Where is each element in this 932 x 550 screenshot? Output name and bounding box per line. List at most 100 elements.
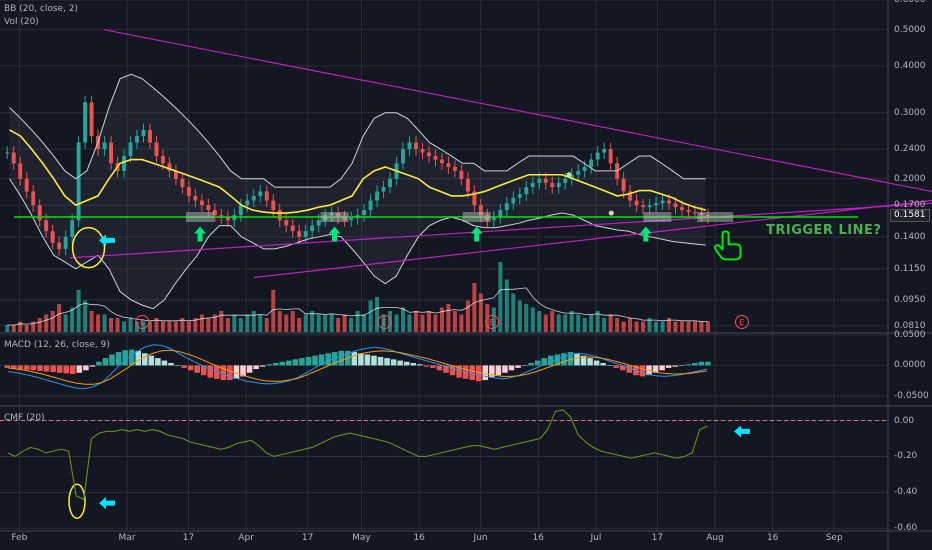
macd-histogram-bar [233, 365, 240, 379]
volume-bar [31, 321, 36, 332]
candle-body [407, 142, 412, 150]
macd-indicator-label[interactable]: MACD (12, 26, close, 9) [4, 340, 110, 350]
volume-bar [524, 304, 529, 332]
macd-histogram-bar [56, 365, 63, 373]
macd-histogram-bar [410, 363, 417, 366]
signal-line [8, 349, 708, 385]
volume-bar [63, 314, 68, 332]
bollinger-band-area [9, 74, 706, 309]
volume-bar [329, 314, 334, 332]
candle-body [57, 242, 62, 249]
candle-body [537, 178, 542, 183]
volume-bar [543, 314, 548, 332]
macd-histogram-bar [11, 365, 17, 369]
y-axis-tick-label: -0.20 [894, 451, 918, 462]
candle-body [238, 205, 243, 216]
macd-histogram-bar [142, 353, 148, 366]
x-axis-tick-label: Jul [590, 533, 602, 543]
macd-histogram-bar [482, 365, 489, 381]
breakout-box [697, 212, 734, 223]
candle-body [362, 210, 367, 216]
volume-bar [206, 318, 211, 332]
cmf-line [7, 409, 708, 501]
volume-bar [238, 318, 243, 332]
candle-body [472, 191, 477, 206]
macd-histogram-bar [587, 358, 593, 366]
macd-histogram-bar [521, 365, 528, 366]
candle-body [11, 152, 16, 164]
earnings-marker-label: E [739, 318, 744, 327]
candle-body [680, 207, 684, 211]
x-axis-tick-label: Mar [118, 533, 136, 543]
volume-bar [576, 314, 581, 332]
macd-histogram-bar [109, 354, 115, 366]
x-axis-tick-label: 16 [413, 533, 425, 543]
triangle-lower-line [69, 202, 932, 259]
candle-body [349, 218, 354, 221]
candle-body [388, 178, 392, 188]
macd-histogram-bar [246, 365, 253, 373]
macd-histogram-bar [4, 365, 11, 368]
volume-bar [180, 318, 185, 332]
volume-bar [277, 311, 282, 332]
candle-body [446, 163, 451, 168]
highlight-ellipse [71, 226, 106, 269]
macd-histogram-bar [639, 365, 646, 377]
volume-bar [167, 321, 172, 332]
macd-histogram-bar [685, 364, 692, 366]
macd-histogram-bar [266, 364, 272, 366]
x-axis-tick-label: 16 [766, 533, 779, 543]
volume-bar [362, 314, 367, 332]
macd-histogram-bar [397, 360, 403, 366]
volume-bar [615, 318, 620, 332]
macd-histogram-bar [705, 361, 711, 366]
support-line [253, 199, 932, 279]
volume-bar [602, 318, 607, 332]
candle-body [148, 129, 152, 143]
volume-bar [336, 318, 341, 332]
macd-histogram-bar [76, 365, 83, 373]
volume-bar [680, 321, 685, 332]
macd-histogram-bar [515, 365, 521, 368]
candle-body [89, 102, 94, 137]
volume-bar [212, 314, 217, 332]
macd-histogram-bar [430, 365, 436, 368]
macd-histogram-bar [89, 365, 96, 367]
volume-bar [388, 311, 393, 332]
candle-body [530, 182, 535, 188]
macd-histogram-bar [436, 365, 443, 371]
candle-body [686, 210, 691, 213]
macd-histogram-bar [652, 365, 659, 373]
volume-bar [102, 314, 107, 332]
cmf-indicator-label[interactable]: CMF (20) [4, 413, 45, 423]
x-axis-tick-label: Sep [825, 533, 843, 543]
volume-indicator-label[interactable]: Vol (20) [4, 17, 39, 27]
macd-histogram-bar [528, 363, 534, 366]
volume-bar [375, 297, 380, 332]
candle-body [154, 142, 159, 157]
volume-bar [109, 318, 114, 332]
macd-histogram-bar [259, 365, 266, 367]
candle-body [414, 142, 418, 150]
macd-histogram-bar [240, 365, 246, 377]
volume-bar [199, 314, 204, 332]
macd-histogram-bar [272, 363, 279, 366]
macd-histogram-bar [502, 365, 508, 373]
macd-histogram-bar [423, 365, 430, 367]
macd-histogram-bar [299, 358, 305, 366]
candle-body [452, 167, 457, 171]
x-axis-tick-label: May [352, 533, 371, 543]
macd-histogram-bar [358, 353, 364, 366]
macd-histogram-bar [692, 363, 698, 366]
volume-bar [595, 311, 600, 332]
bb-upper-line [9, 73, 706, 188]
macd-histogram-bar [102, 358, 109, 366]
up-arrow-icon [639, 226, 652, 242]
y-axis-tick-label: 0.2400 [894, 144, 926, 155]
volume-bar [310, 311, 315, 332]
volume-bar [511, 293, 516, 332]
macd-histogram-bar [194, 365, 200, 373]
volume-bar [491, 307, 496, 332]
bb-indicator-label[interactable]: BB (20, close, 2) [4, 4, 79, 14]
